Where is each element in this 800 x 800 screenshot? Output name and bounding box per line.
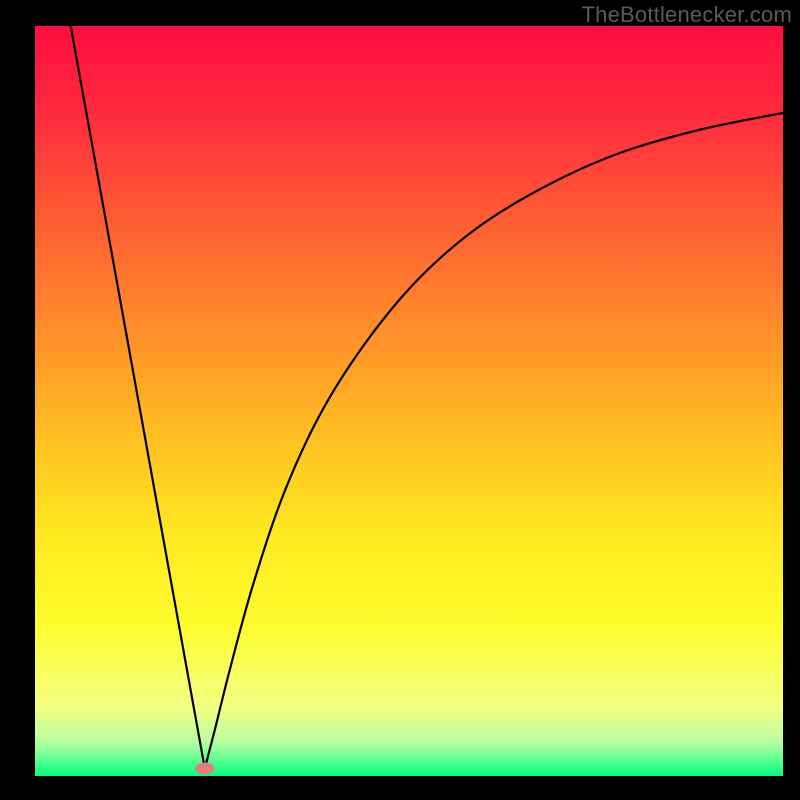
- chart-container: TheBottlenecker.com: [0, 0, 800, 800]
- optimal-point-marker: [195, 763, 215, 775]
- bottleneck-chart: [0, 0, 800, 800]
- watermark-text: TheBottlenecker.com: [582, 2, 792, 28]
- gradient-background: [35, 26, 783, 776]
